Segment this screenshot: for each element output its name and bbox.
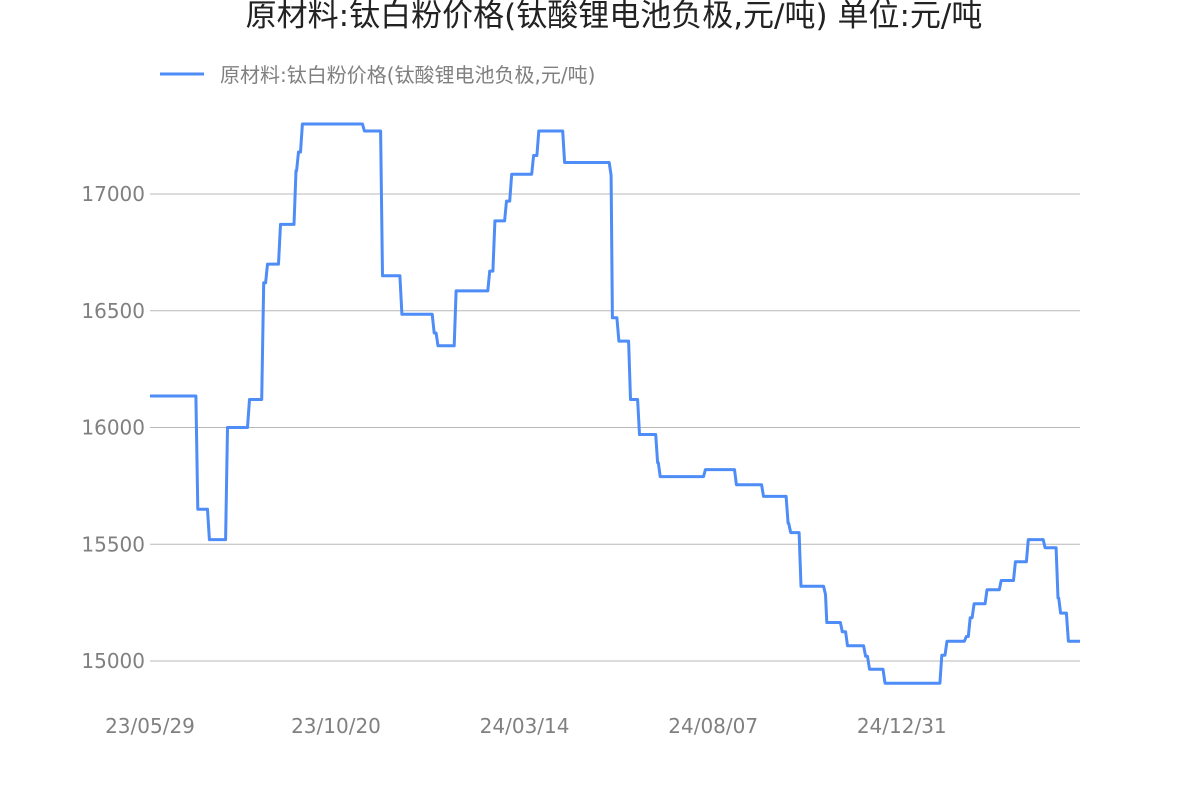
y-tick-label: 17000 <box>81 182 145 206</box>
y-tick-label: 15000 <box>81 649 145 673</box>
series-line <box>150 122 1080 685</box>
x-tick-label: 23/10/20 <box>291 714 381 738</box>
y-tick-label: 15500 <box>81 532 145 556</box>
x-tick-label: 24/08/07 <box>668 714 758 738</box>
x-tick-label: 24/03/14 <box>480 714 570 738</box>
legend-label: 原材料:钛白粉价格(钛酸锂电池负极,元/吨) <box>220 63 595 87</box>
x-tick-label: 23/05/29 <box>105 714 195 738</box>
chart-title: 原材料:钛白粉价格(钛酸锂电池负极,元/吨) 单位:元/吨 <box>246 0 983 34</box>
y-tick-label: 16500 <box>81 299 145 323</box>
gridlines <box>150 193 1080 662</box>
series-group <box>150 122 1080 685</box>
x-axis: 23/05/29 23/10/20 24/03/14 24/08/07 24/12/31 <box>105 714 947 738</box>
y-axis: 15000 15500 16000 16500 17000 <box>81 182 145 673</box>
y-tick-label: 16000 <box>81 416 145 440</box>
legend: 原材料:钛白粉价格(钛酸锂电池负极,元/吨) <box>160 63 595 87</box>
x-tick-label: 24/12/31 <box>857 714 947 738</box>
